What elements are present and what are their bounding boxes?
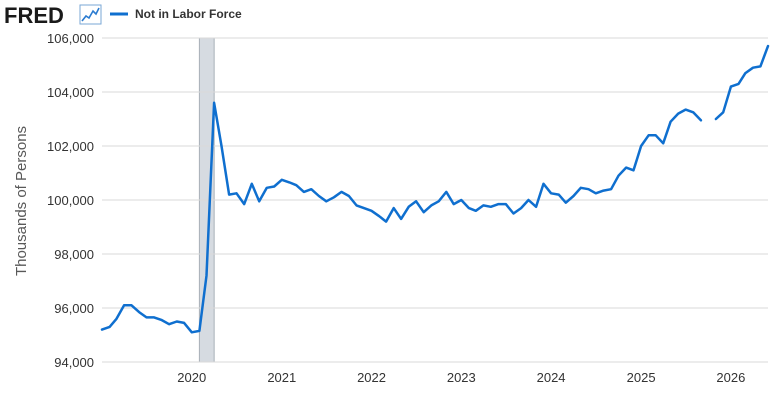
y-tick-label: 100,000	[47, 193, 94, 208]
logo-text: FRED	[4, 3, 64, 28]
x-tick-label: 2022	[357, 370, 386, 385]
y-tick-label: 94,000	[54, 355, 94, 370]
fred-logo[interactable]: FRED	[4, 3, 102, 28]
legend-label: Not in Labor Force	[135, 7, 242, 21]
y-axis-title: Thousands of Persons	[13, 126, 30, 276]
x-tick-label: 2024	[537, 370, 566, 385]
legend: Not in Labor Force	[110, 7, 242, 21]
x-tick-label: 2020	[177, 370, 206, 385]
y-tick-label: 102,000	[47, 139, 94, 154]
y-tick-label: 104,000	[47, 85, 94, 100]
x-tick-label: 2021	[267, 370, 296, 385]
plot-area: 94,000 96,000 98,000 100,000 102,000 104,000 1…	[47, 31, 770, 385]
y-tick-label: 98,000	[54, 247, 94, 262]
x-tick-label: 2025	[627, 370, 656, 385]
line-chart-icon	[79, 4, 102, 25]
y-tick-label: 106,000	[47, 31, 94, 46]
x-tick-label: 2023	[447, 370, 476, 385]
x-tick-label: 2026	[716, 370, 745, 385]
series-line-not-in-labor-force	[714, 44, 770, 121]
y-tick-label: 96,000	[54, 301, 94, 316]
series-line-not-in-labor-force	[100, 101, 703, 334]
